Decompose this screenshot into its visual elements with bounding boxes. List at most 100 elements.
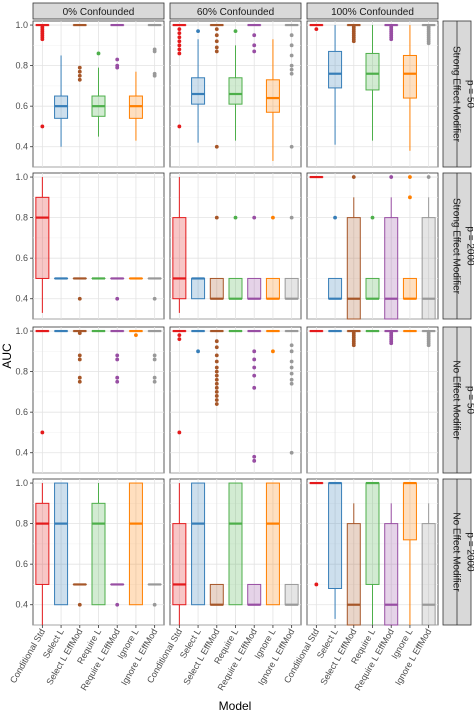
y-tick-label: 0.6 [15, 559, 28, 569]
outlier-point [214, 389, 219, 394]
outlier-point [214, 377, 219, 382]
box [247, 583, 262, 606]
boxplot-panel [309, 329, 436, 348]
y-tick-label: 1.0 [15, 20, 28, 30]
outlier-point [351, 175, 356, 179]
outlier-point [115, 353, 120, 358]
boxplot-panel [35, 23, 162, 147]
box [328, 50, 343, 89]
box [265, 79, 280, 113]
box [191, 482, 206, 606]
outlier-point [214, 345, 219, 350]
boxplot-panel [309, 23, 436, 151]
outlier-point [252, 458, 257, 463]
outlier-point [271, 349, 275, 354]
boxplot-panel [172, 23, 299, 161]
outlier-point [40, 37, 45, 42]
y-tick-label: 0.6 [15, 101, 28, 111]
outlier-point [152, 375, 157, 380]
outlier-point [115, 65, 120, 70]
outlier-point [252, 385, 257, 390]
outlier-point [152, 296, 157, 301]
outlier-point [115, 57, 120, 62]
outlier-point [152, 353, 157, 358]
box [384, 523, 399, 626]
outlier-point [214, 373, 219, 378]
outlier-point [333, 215, 337, 220]
y-tick-label: 0.8 [15, 61, 28, 71]
row-strip-effect-label: Strong Effect Modifier [451, 198, 462, 295]
outlier-point [389, 341, 394, 346]
outlier-point [214, 339, 219, 344]
boxplot-panel [172, 482, 299, 625]
outlier-point [389, 37, 394, 42]
outlier-point [177, 337, 182, 342]
box [265, 277, 280, 300]
outlier-point [426, 175, 431, 179]
outlier-point [177, 430, 182, 435]
outlier-point [426, 41, 431, 46]
box [265, 482, 280, 606]
outlier-point [96, 51, 101, 56]
outlier-point [77, 357, 82, 362]
box [402, 277, 417, 300]
outlier-point [389, 175, 394, 179]
box [191, 277, 206, 300]
box [228, 277, 243, 300]
y-tick-label: 1.0 [15, 478, 28, 488]
outlier-point [351, 343, 356, 348]
box [54, 482, 69, 606]
outlier-point [77, 73, 82, 78]
y-tick-label: 1.0 [15, 326, 28, 336]
outlier-point [426, 343, 431, 348]
column-strip [169, 2, 302, 20]
box [209, 583, 224, 606]
outlier-point [177, 27, 182, 32]
outlier-point [370, 215, 375, 220]
box [35, 502, 50, 585]
outlier-point [214, 33, 219, 38]
column-strip-label: 60% Confounded [197, 7, 274, 18]
box [346, 523, 361, 626]
outlier-point [289, 365, 294, 370]
outlier-point [77, 77, 82, 82]
outlier-point [252, 33, 257, 38]
panels-layer [32, 20, 439, 626]
outlier-point [152, 379, 157, 384]
outlier-point [214, 385, 219, 390]
outlier-point [40, 430, 45, 435]
box [365, 52, 380, 91]
box [346, 217, 361, 320]
box [328, 482, 343, 589]
outlier-point [152, 357, 157, 362]
strips-layer: 0% Confounded 60% Confounded 100% Confound… [32, 2, 474, 626]
outlier-point [214, 45, 219, 50]
outlier-point [289, 67, 294, 72]
outlier-point [214, 402, 219, 406]
y-tick-label: 1.0 [15, 172, 28, 182]
row-strip-effect-label: Strong Effect Modifier [451, 46, 462, 143]
y-tick-label: 0.4 [15, 448, 28, 458]
box [247, 277, 262, 300]
outlier-point [77, 602, 82, 607]
x-axis-title: Model [219, 699, 252, 713]
boxplot-panel [172, 177, 299, 313]
outlier-point [289, 381, 294, 386]
outlier-point [314, 27, 319, 32]
box [421, 217, 436, 320]
outlier-point [134, 333, 138, 338]
box [402, 482, 417, 541]
outlier-point [351, 39, 356, 44]
outlier-point [252, 357, 257, 362]
outlier-point [214, 394, 219, 398]
outlier-point [214, 398, 219, 402]
outlier-point [177, 31, 182, 36]
outlier-point [177, 124, 182, 129]
outlier-point [289, 71, 294, 76]
outlier-point [152, 49, 157, 54]
outlier-point [214, 215, 219, 220]
box [284, 277, 299, 300]
outlier-point [289, 144, 294, 149]
outlier-point [77, 65, 82, 70]
outlier-point [77, 296, 82, 301]
